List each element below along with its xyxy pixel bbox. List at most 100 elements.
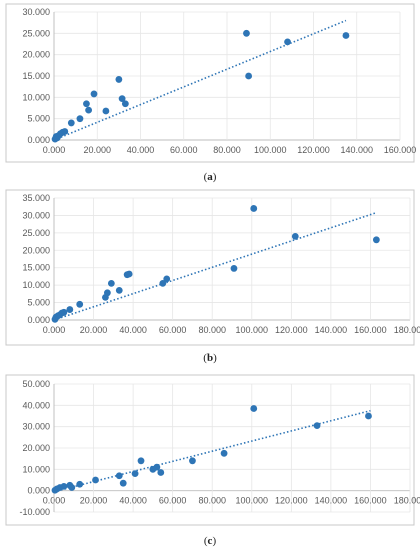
data-point [68,484,76,491]
y-tick-label: 20.000 [22,443,50,453]
panel-c: -10.000 0.000 10.000 20.000 30.000 40.000 50.0… [5,374,420,547]
y-tick-label: 0.000 [27,486,50,496]
y-tick-label: 35.000 [22,193,50,203]
x-tick-label: 0.000 [43,145,66,155]
data-point [121,100,129,108]
x-tick-label: 160.000 [354,496,387,506]
x-tick-label: 160.000 [384,145,417,155]
x-tick-label: 180.000 [394,496,420,506]
data-point [153,463,161,471]
x-tick-label: 60.000 [159,325,187,335]
data-point [243,29,250,37]
data-point [220,449,228,457]
x-tick-label: 160.000 [354,325,387,335]
x-tick-label: 80.000 [198,325,226,335]
y-tick-label: 30.000 [22,7,50,17]
data-point [189,457,196,465]
y-tick-label: 20.000 [22,50,50,60]
data-point [342,32,350,39]
data-point [284,38,291,46]
data-point [163,275,171,283]
trendline [53,19,347,141]
data-point [92,476,99,484]
y-tick-label: 15.000 [22,71,50,81]
data-point [125,270,133,278]
data-point [230,265,238,272]
x-tick-label: 120.000 [275,496,308,506]
y-tick-label: 0.000 [27,315,50,325]
y-tick-label: -10.000 [19,507,50,517]
data-point [60,308,68,316]
data-point [90,90,98,98]
y-tick-label: 25.000 [22,28,50,38]
x-tick-label: 100.000 [236,325,269,335]
data-point [137,457,145,465]
y-tick-label: 5.000 [27,114,50,124]
data-point [67,119,75,127]
data-point [76,480,84,488]
x-tick-label: 100.000 [254,145,287,155]
panel-caption: (a) [204,171,217,183]
data-point [157,469,165,476]
data-point [115,472,123,480]
y-tick-label: 25.000 [22,228,50,238]
data-point [85,106,92,114]
y-tick-label: 15.000 [22,263,50,273]
data-point [250,405,258,412]
panel-b: 0.000 5.000 10.000 15.000 20.000 25.000 30.000… [5,189,420,364]
x-tick-label: 80.000 [213,145,241,155]
data-point [76,115,84,123]
x-tick-label: 180.000 [394,325,420,335]
data-point [313,422,321,429]
data-point [76,300,84,308]
data-point [115,76,123,83]
y-tick-label: 0.000 [27,135,50,145]
panel-caption: (c) [204,535,217,547]
y-tick-label: 10.000 [22,464,50,474]
x-tick-label: 40.000 [127,145,155,155]
data-point [66,306,74,313]
data-point [131,470,139,477]
panel-frame [5,3,415,163]
data-point [250,205,258,212]
data-point [102,107,110,115]
data-point [61,128,69,135]
x-tick-label: 120.000 [297,145,330,155]
panel-caption: (b) [203,352,217,364]
data-point [60,483,68,490]
x-tick-label: 20.000 [80,325,108,335]
x-tick-label: 140.000 [340,145,373,155]
data-point [118,95,126,103]
data-point [83,100,90,108]
y-tick-label: 5.000 [27,298,50,308]
data-point [245,72,253,80]
trendline [53,409,371,493]
data-point [291,232,299,240]
data-point [365,412,372,420]
y-tick-label: 10.000 [22,280,50,290]
x-tick-label: 20.000 [83,145,111,155]
x-tick-label: 80.000 [198,496,226,506]
y-tick-label: 50.000 [22,379,50,389]
panel-a: 0.000 5.000 10.000 15.000 20.000 25.000 30.000… [5,3,417,183]
x-tick-label: 120.000 [275,325,308,335]
data-point [372,236,380,244]
y-tick-label: 20.000 [22,245,50,255]
y-tick-label: 40.000 [22,400,50,410]
x-tick-label: 60.000 [170,145,198,155]
x-tick-label: 20.000 [80,496,108,506]
x-tick-label: 140.000 [315,496,348,506]
y-tick-label: 30.000 [22,422,50,432]
x-tick-label: 60.000 [159,496,187,506]
x-tick-label: 40.000 [119,496,147,506]
panel-frame [5,374,415,526]
data-point [159,280,167,287]
x-tick-label: 100.000 [236,496,269,506]
x-tick-label: 40.000 [119,325,147,335]
data-point [115,286,123,294]
x-tick-label: 140.000 [315,325,348,335]
y-tick-label: 10.000 [22,92,50,102]
data-point [119,479,127,487]
y-tick-label: 30.000 [22,210,50,220]
